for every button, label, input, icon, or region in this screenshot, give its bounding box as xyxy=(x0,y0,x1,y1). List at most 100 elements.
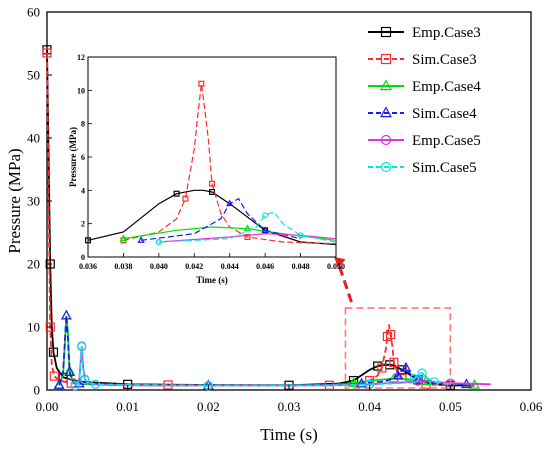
x-tick-label: 0.00 xyxy=(36,399,59,414)
series-point-Sim.Case4 xyxy=(226,199,234,207)
inset-y-axis-title: Pressure (MPa) xyxy=(68,127,78,187)
y-tick-label: 10 xyxy=(27,320,40,335)
series-point-Sim.Case4 xyxy=(60,309,72,320)
series-point-Sim.Case5 xyxy=(262,212,269,219)
series-line-Emp.Case5 xyxy=(158,233,337,243)
inset-y-tick-label: 0 xyxy=(81,253,85,262)
series-point-Sim.Case3 xyxy=(386,329,396,340)
series-point-Emp.Case3 xyxy=(84,237,91,244)
series-point-Sim.Case5 xyxy=(297,232,304,239)
series-point-Sim.Case5 xyxy=(409,374,419,384)
series-line-Sim.Case4 xyxy=(58,315,467,387)
series-point-Sim.Case3 xyxy=(209,180,216,187)
series-point-Sim.Case3 xyxy=(198,80,205,87)
series-point-Emp.Case4 xyxy=(119,234,128,242)
series-point-Sim.Case3 xyxy=(49,371,59,381)
series-point-Sim.Case5 xyxy=(90,379,101,389)
legend-label-Sim.Case4: Sim.Case4 xyxy=(412,106,477,122)
series-point-Sim.Case5 xyxy=(80,375,90,385)
series-point-Sim.Case3 xyxy=(182,195,189,202)
legend-label-Emp.Case4: Emp.Case4 xyxy=(412,79,481,95)
series-line-Sim.Case3 xyxy=(123,83,337,245)
x-tick-label: 0.02 xyxy=(197,399,220,414)
legend-marker-Emp.Case3 xyxy=(380,26,392,38)
series-line-Sim.Case4 xyxy=(141,197,301,241)
series-point-Emp.Case4 xyxy=(348,377,359,387)
series-point-Sim.Case5 xyxy=(417,368,427,378)
zoom-arrow-head xyxy=(334,257,346,269)
inset-y-tick-label: 8 xyxy=(81,120,85,129)
x-tick-label: 0.05 xyxy=(439,399,462,414)
series-point-Sim.Case3 xyxy=(244,234,251,241)
inset-y-tick-label: 4 xyxy=(81,186,85,195)
inset-x-tick-label: 0.046 xyxy=(256,262,274,271)
legend-label-Sim.Case3: Sim.Case3 xyxy=(412,52,477,68)
x-tick-label: 0.01 xyxy=(116,399,139,414)
inset-y-tick-label: 6 xyxy=(81,153,85,162)
series-point-Emp.Case4 xyxy=(388,372,400,383)
legend-marker-Sim.Case3 xyxy=(380,53,392,65)
y-tick-label: 0 xyxy=(34,383,41,398)
x-axis-title: Time (s) xyxy=(260,425,317,444)
series-point-Sim.Case3 xyxy=(389,357,399,367)
series-line-Sim.Case5 xyxy=(158,211,337,243)
inset-y-tick-label: 2 xyxy=(81,220,85,229)
series-point-Sim.Case5 xyxy=(429,377,439,387)
inset-x-tick-label: 0.036 xyxy=(79,262,97,271)
main-series-layer xyxy=(42,45,491,391)
y-tick-label: 30 xyxy=(27,194,40,209)
series-point-Sim.Case4 xyxy=(356,377,368,388)
series-line-Sim.Case5 xyxy=(74,345,451,387)
series-point-Sim.Case4 xyxy=(400,361,412,372)
series-line-Emp.Case5 xyxy=(74,346,491,387)
series-point-Emp.Case3 xyxy=(209,189,216,196)
legend-label-Emp.Case3: Emp.Case3 xyxy=(412,25,481,41)
legend-label-Emp.Case5: Emp.Case5 xyxy=(412,133,481,149)
series-point-Sim.Case3 xyxy=(377,363,387,373)
main-ticks: 0.00 0.01 0.02 0.03 0.04 0.05 0.06010203040506… xyxy=(27,5,543,415)
zoom-arrow-line xyxy=(336,261,353,303)
legend-marker-Emp.Case4 xyxy=(380,79,392,91)
inset-x-tick-label: 0.040 xyxy=(150,262,168,271)
legend-label-Sim.Case5: Sim.Case5 xyxy=(412,160,477,176)
legend-marker-Emp.Case5 xyxy=(380,134,392,146)
x-tick-label: 0.04 xyxy=(358,399,381,414)
series-point-Emp.Case3 xyxy=(48,347,59,357)
inset-ticks: 0.036 0.038 0.040 0.042 0.044 0.046 0.048 0.050… xyxy=(77,53,345,271)
series-point-Emp.Case3 xyxy=(173,190,180,197)
series-point-Sim.Case4 xyxy=(53,378,65,389)
series-point-Sim.Case4 xyxy=(412,373,424,384)
x-tick-label: 0.03 xyxy=(278,399,301,414)
series-point-Sim.Case3 xyxy=(42,48,52,58)
inset-y-tick-label: 10 xyxy=(77,86,85,95)
series-point-Sim.Case5 xyxy=(77,341,87,351)
y-tick-label: 20 xyxy=(27,257,40,272)
inset-y-tick-label: 12 xyxy=(77,53,85,62)
y-tick-label: 40 xyxy=(27,131,40,146)
inset-x-tick-label: 0.038 xyxy=(114,262,132,271)
legend-marker-Sim.Case5 xyxy=(380,161,392,173)
series-point-Sim.Case4 xyxy=(137,236,145,243)
series-point-Sim.Case4 xyxy=(64,366,76,377)
series-point-Sim.Case3 xyxy=(45,322,55,332)
inset-x-tick-label: 0.050 xyxy=(327,262,345,271)
series-point-Sim.Case4 xyxy=(261,226,269,233)
series-point-Sim.Case3 xyxy=(382,331,393,342)
inset-x-tick-label: 0.048 xyxy=(292,262,310,271)
series-point-Sim.Case5 xyxy=(155,239,162,246)
zoom-box xyxy=(344,307,452,389)
inset-x-tick-label: 0.044 xyxy=(221,262,239,271)
y-tick-label: 50 xyxy=(27,68,40,83)
series-point-Sim.Case5 xyxy=(70,380,80,391)
inset-series-layer xyxy=(84,80,337,246)
y-axis-title: Pressure (MPa) xyxy=(5,148,24,253)
legend: Emp.Case3 Sim.Case3 Emp.Case4 Sim.Case4 Emp.… xyxy=(368,25,481,176)
legend-marker-Sim.Case4 xyxy=(380,106,392,118)
inset-x-tick-label: 0.042 xyxy=(185,262,203,271)
inset-x-axis-title: Time (s) xyxy=(196,275,228,285)
x-tick-label: 0.06 xyxy=(520,399,543,414)
zoom-indicator xyxy=(334,257,452,389)
series-point-Sim.Case4 xyxy=(392,369,404,380)
